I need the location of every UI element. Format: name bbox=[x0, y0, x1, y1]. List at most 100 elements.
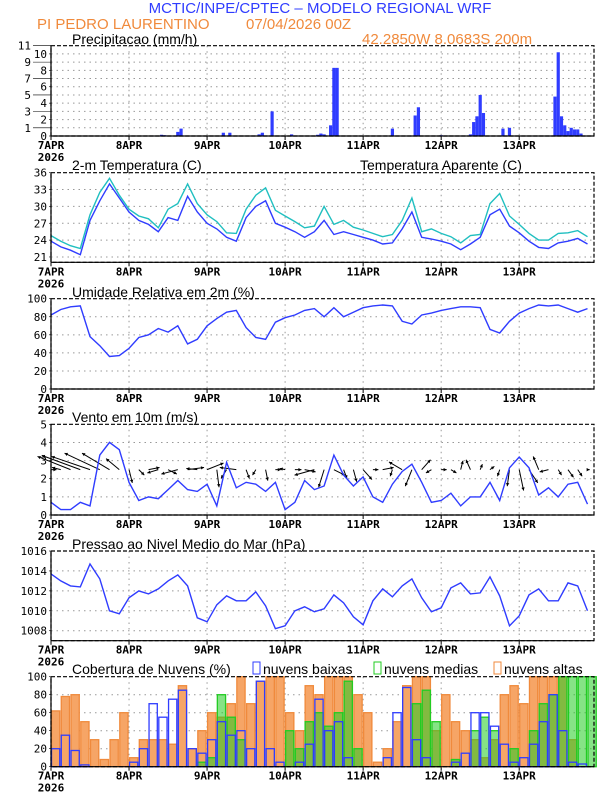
x-tick-label: 8APR bbox=[116, 139, 143, 152]
wind-vector-head bbox=[41, 454, 46, 458]
wind-vector-head bbox=[354, 478, 358, 482]
cloud-high-bar bbox=[167, 743, 178, 768]
clouds-panel: 0 20 40 60 80 100 7APR 8APR 9APR 10APR 11APR 12APR 1… bbox=[27, 671, 597, 792]
wind-vector bbox=[294, 469, 315, 476]
header-run: 07/04/2026 00Z bbox=[246, 16, 351, 33]
y-tick-label: 1 bbox=[40, 491, 47, 504]
cloud-high-bar bbox=[187, 748, 197, 768]
y-tick-label: 1010 bbox=[21, 605, 48, 618]
x-tick-label: 13APR bbox=[503, 139, 536, 152]
cloud-high-bar bbox=[89, 739, 100, 768]
cloud-mid-bar bbox=[528, 730, 539, 768]
x-tick-label: 11APR bbox=[347, 139, 380, 152]
wind-vector-head bbox=[37, 456, 41, 460]
y-tick-label: 40 bbox=[34, 347, 47, 360]
precip-bar bbox=[472, 122, 476, 136]
cloud-mid-bar bbox=[226, 716, 236, 768]
precip-bar bbox=[481, 113, 486, 136]
x-tick-label: 10APR bbox=[269, 644, 302, 657]
precip-bar bbox=[322, 134, 326, 136]
y-tick-label: 24 bbox=[34, 234, 48, 247]
y-tick-label: 30 bbox=[34, 200, 47, 213]
x-tick-label: 11APR bbox=[347, 644, 380, 657]
precip-bar bbox=[579, 133, 583, 136]
y-tick-label: 0 bbox=[40, 130, 47, 143]
x-tick-label: 13APR bbox=[503, 265, 536, 278]
wind-vector-head bbox=[570, 473, 574, 478]
wind-vector bbox=[51, 455, 91, 471]
cloud-high-bar bbox=[362, 712, 373, 768]
x-tick-label: 12APR bbox=[425, 770, 458, 783]
wind-vector-head bbox=[521, 487, 525, 491]
x-tick-label: 9APR bbox=[194, 644, 221, 657]
temp-panel: 21 24 27 30 33 36 7APR 8APR 9APR 10APR 11APR 12APR 1… bbox=[34, 167, 595, 290]
cloud-mid-bar bbox=[567, 676, 578, 768]
wind-vector-head bbox=[388, 461, 393, 465]
wind-vector-head bbox=[200, 466, 205, 470]
wind-vector-head bbox=[294, 472, 298, 476]
x-tick-label: 12APR bbox=[425, 265, 458, 278]
cloud-high-bar bbox=[80, 721, 90, 768]
cloud-mid-bar bbox=[333, 712, 344, 768]
y-tick-label: 33 bbox=[34, 184, 47, 197]
precip-bar bbox=[228, 132, 232, 136]
y-tick-label: 0 bbox=[40, 509, 47, 522]
cloud-mid-bar bbox=[353, 748, 363, 768]
cloud-mid-bar bbox=[206, 757, 217, 768]
wind-vector-head bbox=[106, 458, 110, 462]
y-tick-label: 100 bbox=[27, 293, 47, 306]
cloud-high-bar bbox=[70, 694, 80, 768]
precip-title: Precipitacao (mm/h) bbox=[72, 31, 197, 47]
y-tick-label: 2 bbox=[40, 114, 47, 127]
wind-vector-head bbox=[389, 472, 393, 477]
precip-bar bbox=[501, 128, 505, 136]
precip-bar bbox=[390, 128, 395, 136]
precip-bar bbox=[319, 133, 323, 136]
wind-vector-head bbox=[219, 466, 224, 470]
wind-vector-head bbox=[532, 456, 536, 460]
wind-vector-head bbox=[221, 474, 225, 479]
wind-vector bbox=[37, 455, 71, 471]
precip-bar bbox=[332, 67, 336, 136]
wind-vector-head bbox=[558, 471, 562, 476]
y-tick-label: 60 bbox=[34, 707, 47, 720]
pressure-series-line bbox=[50, 562, 589, 630]
y-tick-label: 7 bbox=[24, 73, 31, 86]
y-tick-label: 1008 bbox=[21, 625, 48, 638]
precip-bar bbox=[413, 115, 417, 136]
x-tick-label: 10APR bbox=[269, 770, 302, 783]
humidity-series-line bbox=[50, 304, 588, 358]
x-year-label: 2026 bbox=[38, 656, 65, 669]
wind-vector-head bbox=[51, 466, 56, 470]
y-tick-label: 1 bbox=[24, 122, 31, 135]
cloud-mid-bar bbox=[431, 721, 441, 768]
cloud-high-bar bbox=[158, 739, 168, 768]
wind-vector-head bbox=[404, 482, 409, 487]
wind-vector-head bbox=[265, 477, 269, 481]
x-tick-label: 8APR bbox=[116, 392, 143, 405]
wind-vector-head bbox=[496, 472, 501, 477]
precip-bar bbox=[468, 134, 473, 136]
x-tick-label: 10APR bbox=[269, 392, 302, 405]
legend-low-swatch bbox=[252, 661, 261, 675]
wind-vector-head bbox=[443, 467, 447, 472]
x-tick-label: 8APR bbox=[116, 518, 143, 531]
y-tick-label: 1016 bbox=[21, 545, 48, 558]
precip-bar bbox=[478, 94, 482, 136]
cloud-high-bar bbox=[138, 739, 149, 768]
precip-bar bbox=[270, 111, 274, 136]
humidity-title: Umidade Relativa em 2m (%) bbox=[72, 284, 255, 300]
x-tick-label: 13APR bbox=[503, 770, 536, 783]
precip-bar bbox=[566, 131, 570, 136]
precip-bar bbox=[159, 134, 164, 136]
cloud-mid-bar bbox=[197, 761, 207, 768]
wind-vector-head bbox=[82, 453, 86, 457]
legend-mid-swatch bbox=[373, 661, 382, 675]
precip-frame bbox=[50, 45, 595, 137]
cloud-high-bar bbox=[177, 685, 188, 768]
y-tick-label: 80 bbox=[34, 311, 47, 324]
cloud-mid-bar bbox=[421, 689, 432, 768]
cloud-high-bar bbox=[148, 739, 158, 768]
x-tick-label: 11APR bbox=[347, 518, 380, 531]
x-tick-label: 7APR bbox=[38, 644, 65, 657]
